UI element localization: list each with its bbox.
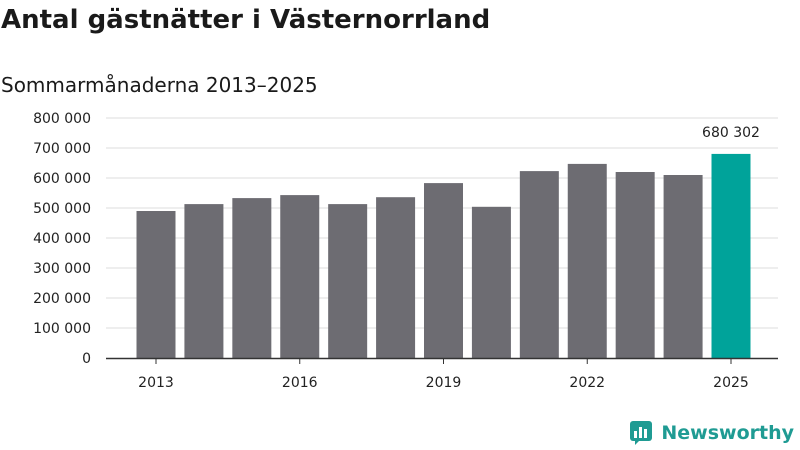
y-tick-label: 500 000 (33, 201, 91, 217)
chart-subtitle: Sommarmånaderna 2013–2025 (1, 73, 318, 97)
y-tick-label: 200 000 (33, 291, 91, 307)
x-tick-label: 2022 (569, 375, 605, 391)
brand-logo: Newsworthy (629, 420, 794, 446)
bar-2020 (471, 206, 511, 358)
bar-2023 (615, 172, 655, 358)
newsworthy-logo-icon (630, 421, 653, 445)
y-tick-label: 400 000 (33, 231, 91, 247)
bar-2024 (663, 175, 703, 358)
bar-2018 (376, 197, 416, 358)
bar-2019 (424, 183, 463, 358)
bars (136, 153, 751, 358)
x-tick-label: 2025 (713, 375, 749, 391)
y-tick-label: 0 (82, 351, 91, 367)
highlight-value-label: 680 302 (702, 125, 760, 141)
bar-2021 (519, 171, 559, 358)
y-axis-ticks: 0 100 000 200 000 300 000 400 000 500 000 600 … (33, 111, 91, 367)
y-tick-label: 600 000 (33, 171, 91, 187)
bar-2016 (280, 195, 320, 358)
y-tick-label: 100 000 (33, 321, 91, 337)
y-tick-label: 700 000 (33, 141, 91, 157)
bar-2022 (567, 163, 607, 358)
bar-2014 (184, 204, 224, 358)
x-tick-label: 2013 (138, 375, 174, 391)
y-tick-label: 300 000 (33, 261, 91, 277)
bar-2015 (232, 198, 272, 358)
bar-2017 (328, 204, 368, 358)
brand-name: Newsworthy (661, 422, 794, 444)
bar-2025 (711, 153, 751, 358)
x-axis-ticks: 2013 2016 2019 2022 2025 (138, 358, 749, 391)
bar-2013 (136, 211, 176, 358)
x-tick-label: 2019 (426, 375, 462, 391)
x-tick-label: 2016 (282, 375, 318, 391)
chart-title: Antal gästnätter i Västernorrland (1, 5, 491, 35)
y-tick-label: 800 000 (33, 111, 91, 127)
